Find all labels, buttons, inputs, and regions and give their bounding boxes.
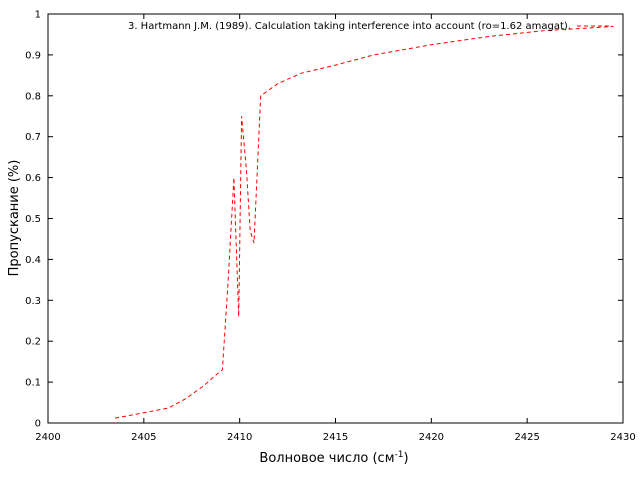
y-tick-label: 0.9 [25, 50, 41, 61]
legend: 3. Hartmann J.M. (1989). Calculation tak… [128, 21, 611, 32]
legend-entry-label: 3. Hartmann J.M. (1989). Calculation tak… [128, 21, 571, 32]
y-tick-label: 0.3 [25, 296, 41, 307]
x-axis-title: Волновое число (см-1) [259, 450, 408, 466]
y-tick-label: 0.5 [25, 214, 41, 225]
x-tick-label: 2405 [131, 432, 156, 443]
y-tick-label: 0.4 [25, 255, 41, 266]
y-axis-title: Пропускание (%) [7, 160, 22, 277]
series-line-0 [115, 25, 614, 419]
y-tick-label: 0.8 [25, 91, 41, 102]
y-tick-label: 0 [35, 419, 41, 430]
x-tick-label: 2420 [419, 432, 444, 443]
plot-frame [47, 13, 624, 424]
x-axis-title-superscript: -1 [395, 450, 404, 460]
x-axis-title-main: Волновое число (см [259, 451, 394, 466]
x-tick-label: 2410 [227, 432, 252, 443]
y-tick-label: 0.2 [25, 337, 41, 348]
y-tick-label: 0.7 [25, 132, 41, 143]
y-tick-label: 1 [35, 10, 41, 21]
x-tick-label: 2415 [323, 432, 348, 443]
x-axis: 2400 2405 2410 2415 2420 2425 2430 [35, 14, 636, 443]
y-axis: 0 0.1 0.2 0.3 0.4 0.5 0.6 0.7 0.8 0.9 1 [25, 10, 623, 430]
y-tick-label: 0.1 [25, 378, 41, 389]
x-tick-label: 2430 [610, 432, 635, 443]
series-layer [115, 25, 614, 419]
y-tick-label: 0.6 [25, 173, 41, 184]
x-tick-label: 2425 [514, 432, 539, 443]
x-tick-label: 2400 [35, 432, 60, 443]
x-axis-title-close: ) [403, 451, 408, 466]
